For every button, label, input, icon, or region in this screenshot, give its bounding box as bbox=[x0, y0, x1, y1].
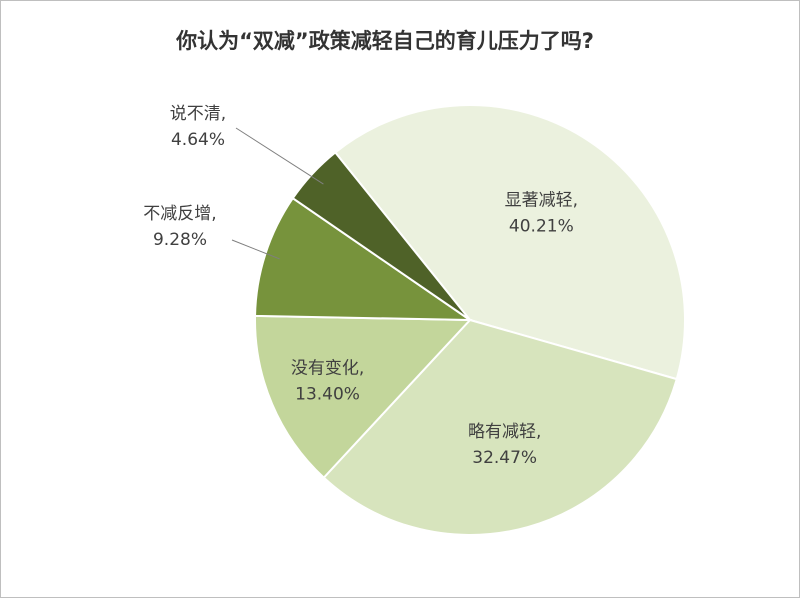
leader-line bbox=[235, 127, 324, 185]
data-label-name: 说不清, bbox=[170, 104, 226, 124]
data-label-name: 略有减轻, bbox=[468, 422, 541, 442]
data-label-value: 32.47% bbox=[472, 448, 537, 468]
data-label-value: 4.64% bbox=[171, 130, 225, 150]
pie-slice bbox=[333, 104, 686, 381]
chart-title: 你认为“双减”政策减轻自己的育儿压力了吗? bbox=[175, 29, 594, 53]
data-label-value: 13.40% bbox=[295, 385, 360, 405]
leader-line bbox=[231, 239, 280, 260]
data-label-value: 9.28% bbox=[153, 230, 207, 250]
data-label-name: 不减反增, bbox=[143, 204, 216, 224]
pie-slice bbox=[291, 151, 471, 321]
data-label-name: 没有变化, bbox=[291, 359, 364, 379]
pie-slice bbox=[322, 318, 678, 536]
pie-slice bbox=[254, 196, 474, 322]
data-label-value: 40.21% bbox=[509, 217, 574, 237]
pie-slice bbox=[254, 314, 473, 480]
data-label-name: 显著减轻, bbox=[505, 191, 578, 211]
